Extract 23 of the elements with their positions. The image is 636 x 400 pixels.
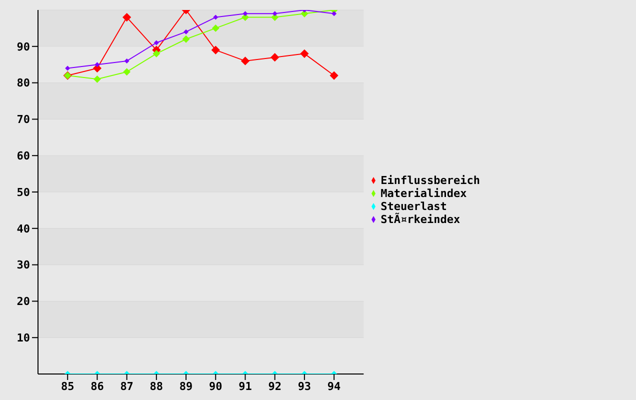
x-tick-label: 87 bbox=[120, 380, 134, 393]
y-tick-label: 70 bbox=[16, 113, 30, 126]
y-tick-label: 80 bbox=[16, 76, 30, 90]
legend-label: Einflussbereich bbox=[380, 174, 480, 187]
x-tick-label: 86 bbox=[90, 380, 104, 393]
x-tick-label: 94 bbox=[327, 380, 342, 393]
y-tick-label: 60 bbox=[16, 150, 30, 163]
x-tick-label: 90 bbox=[209, 380, 222, 393]
x-tick-label: 88 bbox=[150, 380, 164, 393]
y-tick-label: 20 bbox=[16, 295, 30, 308]
y-tick-label: 10 bbox=[16, 332, 30, 345]
x-tick-label: 92 bbox=[268, 380, 282, 393]
x-tick-label: 89 bbox=[179, 380, 193, 393]
x-tick-label: 93 bbox=[298, 380, 312, 393]
y-tick-label: 40 bbox=[16, 222, 30, 236]
legend-label: Materialindex bbox=[380, 187, 467, 200]
x-tick-label: 85 bbox=[60, 380, 74, 393]
y-tick-label: 30 bbox=[16, 258, 30, 272]
legend-label: Steuerlast bbox=[380, 200, 447, 213]
y-tick-label: 90 bbox=[16, 40, 30, 54]
x-tick-label: 91 bbox=[238, 380, 252, 393]
legend-label: StÃ¤rkeindex bbox=[380, 213, 460, 226]
y-tick-label: 50 bbox=[16, 186, 30, 199]
